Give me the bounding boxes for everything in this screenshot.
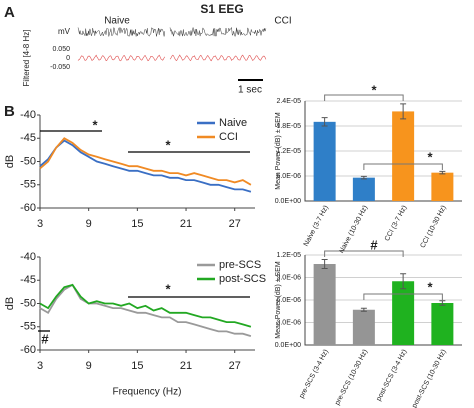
x-tick-label: Naive (10-30 Hz) [338, 205, 369, 255]
y-tick-label: -50 [20, 155, 36, 167]
x-tick-label: 3 [37, 360, 43, 372]
x-tick-label: post-SCS (10-30 Hz) [411, 349, 448, 408]
x-tick-label: 15 [131, 218, 143, 230]
y-tick-label: 0.0E+00 [275, 342, 301, 349]
x-tick-label: 21 [180, 360, 192, 372]
y-tick-label: -55 [20, 321, 36, 333]
legend-label: post-SCS [219, 273, 266, 285]
bracket [363, 163, 443, 170]
y-tick-label: -40 [20, 109, 36, 121]
tick-label: 0 [66, 55, 70, 62]
legend-label: Naive [219, 117, 247, 129]
bar [431, 172, 454, 201]
y-axis-label: dB [4, 155, 16, 168]
series-line [39, 283, 252, 337]
error-bar [439, 300, 446, 306]
y-tick-label: -40 [20, 251, 36, 263]
bar [392, 281, 415, 345]
annotation: * [92, 117, 98, 132]
error-bar [321, 259, 328, 269]
legend-label: CCI [219, 131, 238, 143]
x-tick-label: pre-SCS (10-30 Hz) [334, 349, 369, 407]
x-tick-label: 27 [229, 360, 241, 372]
y-tick-label: 3.0E-06 [276, 319, 301, 326]
bar [313, 264, 336, 345]
y-tick-label: -60 [20, 202, 36, 214]
y-tick-label: 6.0E-06 [276, 297, 301, 304]
x-tick-label: CCI (10-30 Hz) [419, 205, 447, 250]
panel-label: B [4, 103, 15, 120]
error-bar [360, 175, 367, 180]
panel-label: A [4, 4, 15, 21]
y-tick-label: 9.0E-06 [276, 274, 301, 281]
error-bar [360, 307, 367, 312]
unit-label: mV [58, 27, 71, 36]
tick-label: 0.050 [52, 46, 70, 53]
bar [352, 177, 375, 201]
tick-label: -0.050 [50, 64, 70, 71]
annotation: * [165, 137, 171, 152]
bar [352, 309, 375, 345]
axis [39, 115, 255, 209]
panel-title: S1 EEG [200, 2, 243, 16]
y-axis-label: Mean Power (dB) ± SEM [275, 112, 282, 190]
y-tick-label: 6.0E-06 [276, 173, 301, 180]
x-tick-label: 21 [180, 218, 192, 230]
y-tick-label: -45 [20, 132, 36, 144]
y-tick-label: -55 [20, 179, 36, 191]
x-tick-label: CCI (3-7 Hz) [384, 205, 409, 243]
raw-trace [169, 26, 267, 38]
error-bar [439, 170, 446, 175]
bar [392, 111, 415, 201]
bracket [324, 94, 404, 101]
y-tick-label: -60 [20, 344, 36, 356]
annotation: # [41, 331, 49, 346]
x-tick-label: 27 [229, 218, 241, 230]
y-tick-label: -50 [20, 297, 36, 309]
y-tick-label: 1.2E-05 [276, 148, 301, 155]
series-line [39, 137, 252, 186]
annotation: # [370, 237, 378, 252]
y-tick-label: 1.8E-05 [276, 123, 301, 130]
x-tick-label: pre-SCS (3-4 Hz) [298, 349, 330, 400]
x-tick-label: 3 [37, 218, 43, 230]
filtered-label: Filtered [4-8 Hz] [22, 30, 31, 87]
y-tick-label: 0.0E+00 [275, 198, 301, 205]
y-axis-label: dB [4, 297, 16, 310]
bar [313, 121, 336, 201]
annotation: * [165, 281, 171, 296]
error-bar [400, 273, 407, 290]
x-axis-label: Frequency (Hz) [113, 387, 182, 398]
x-tick-label: post-SCS (3-4 Hz) [375, 349, 408, 403]
x-tick-label: Naive (3-7 Hz) [303, 205, 330, 248]
y-axis-label: Mean Power (dB) ± SEM [275, 261, 282, 339]
filtered-trace [169, 54, 267, 62]
bracket [324, 250, 404, 257]
condition-label: Naive [104, 16, 130, 27]
bracket [363, 293, 443, 300]
filtered-trace [77, 54, 166, 62]
legend-label: pre-SCS [219, 259, 261, 271]
raw-trace [77, 26, 166, 37]
series-line [39, 283, 252, 328]
error-bar [400, 103, 407, 120]
x-tick-label: 9 [86, 218, 92, 230]
scale-label: 1 sec [238, 85, 262, 96]
bar [431, 303, 454, 345]
annotation: * [371, 82, 377, 97]
y-tick-label: -45 [20, 274, 36, 286]
annotation: * [427, 149, 433, 164]
x-tick-label: 15 [131, 360, 143, 372]
y-tick-label: 2.4E-05 [276, 98, 301, 105]
error-bar [321, 117, 328, 127]
y-tick-label: 1.2E-05 [276, 252, 301, 259]
annotation: * [427, 279, 433, 294]
axis [39, 257, 255, 351]
series-line [39, 139, 252, 193]
condition-label: CCI [274, 16, 291, 27]
x-tick-label: 9 [86, 360, 92, 372]
